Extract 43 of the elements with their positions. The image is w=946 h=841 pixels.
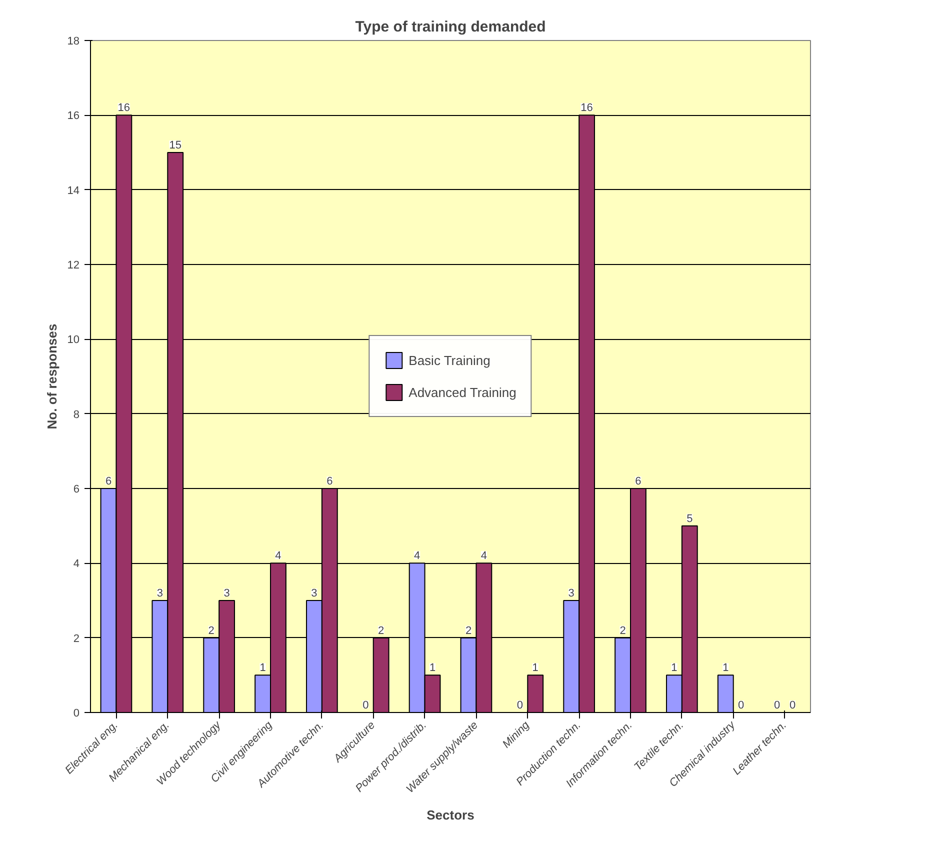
data-label: 0 [362, 700, 369, 712]
y-axis-title: No. of responses [44, 324, 60, 430]
y-tick-label: 16 [67, 110, 80, 122]
data-label: 2 [378, 624, 384, 637]
data-label: 6 [635, 476, 642, 488]
data-label: 0 [738, 700, 744, 712]
legend-label: Advanced Training [408, 384, 516, 400]
y-tick-label: 6 [73, 484, 80, 496]
y-tick-label: 4 [73, 558, 80, 570]
data-label: 16 [118, 102, 130, 114]
data-label: 3 [224, 588, 230, 600]
legend-label: Basic Training [408, 352, 490, 368]
x-axis-title: Sectors [426, 808, 474, 823]
data-label: 6 [105, 476, 112, 488]
data-label: 3 [156, 588, 163, 600]
y-tick-label: 12 [67, 260, 80, 272]
data-label: 4 [414, 550, 420, 562]
data-label: 3 [568, 588, 574, 600]
data-label: 1 [722, 662, 729, 674]
data-label: 1 [260, 662, 266, 674]
y-tick-label: 10 [67, 334, 80, 346]
data-label: 1 [532, 662, 538, 674]
data-label: 16 [580, 102, 593, 114]
y-tick-label: 0 [73, 708, 80, 720]
data-label: 2 [465, 624, 472, 637]
data-label: 15 [169, 140, 182, 152]
y-tick-label: 8 [73, 408, 80, 421]
data-label: 0 [516, 700, 523, 712]
data-label: 1 [671, 662, 678, 674]
y-tick-label: 18 [67, 36, 80, 48]
data-label: 4 [275, 550, 282, 562]
y-tick-label: 14 [67, 184, 80, 197]
data-label: 4 [480, 550, 487, 562]
data-label: 1 [429, 662, 436, 674]
data-label: 5 [686, 512, 693, 525]
data-label: 0 [789, 700, 796, 712]
data-label: 3 [311, 588, 318, 600]
data-label: 2 [620, 624, 626, 637]
data-label: 2 [208, 624, 214, 637]
data-label: 6 [326, 476, 333, 488]
data-label: 0 [774, 700, 780, 712]
chart-title: Type of training demanded [355, 18, 546, 36]
y-tick-label: 2 [73, 632, 80, 645]
